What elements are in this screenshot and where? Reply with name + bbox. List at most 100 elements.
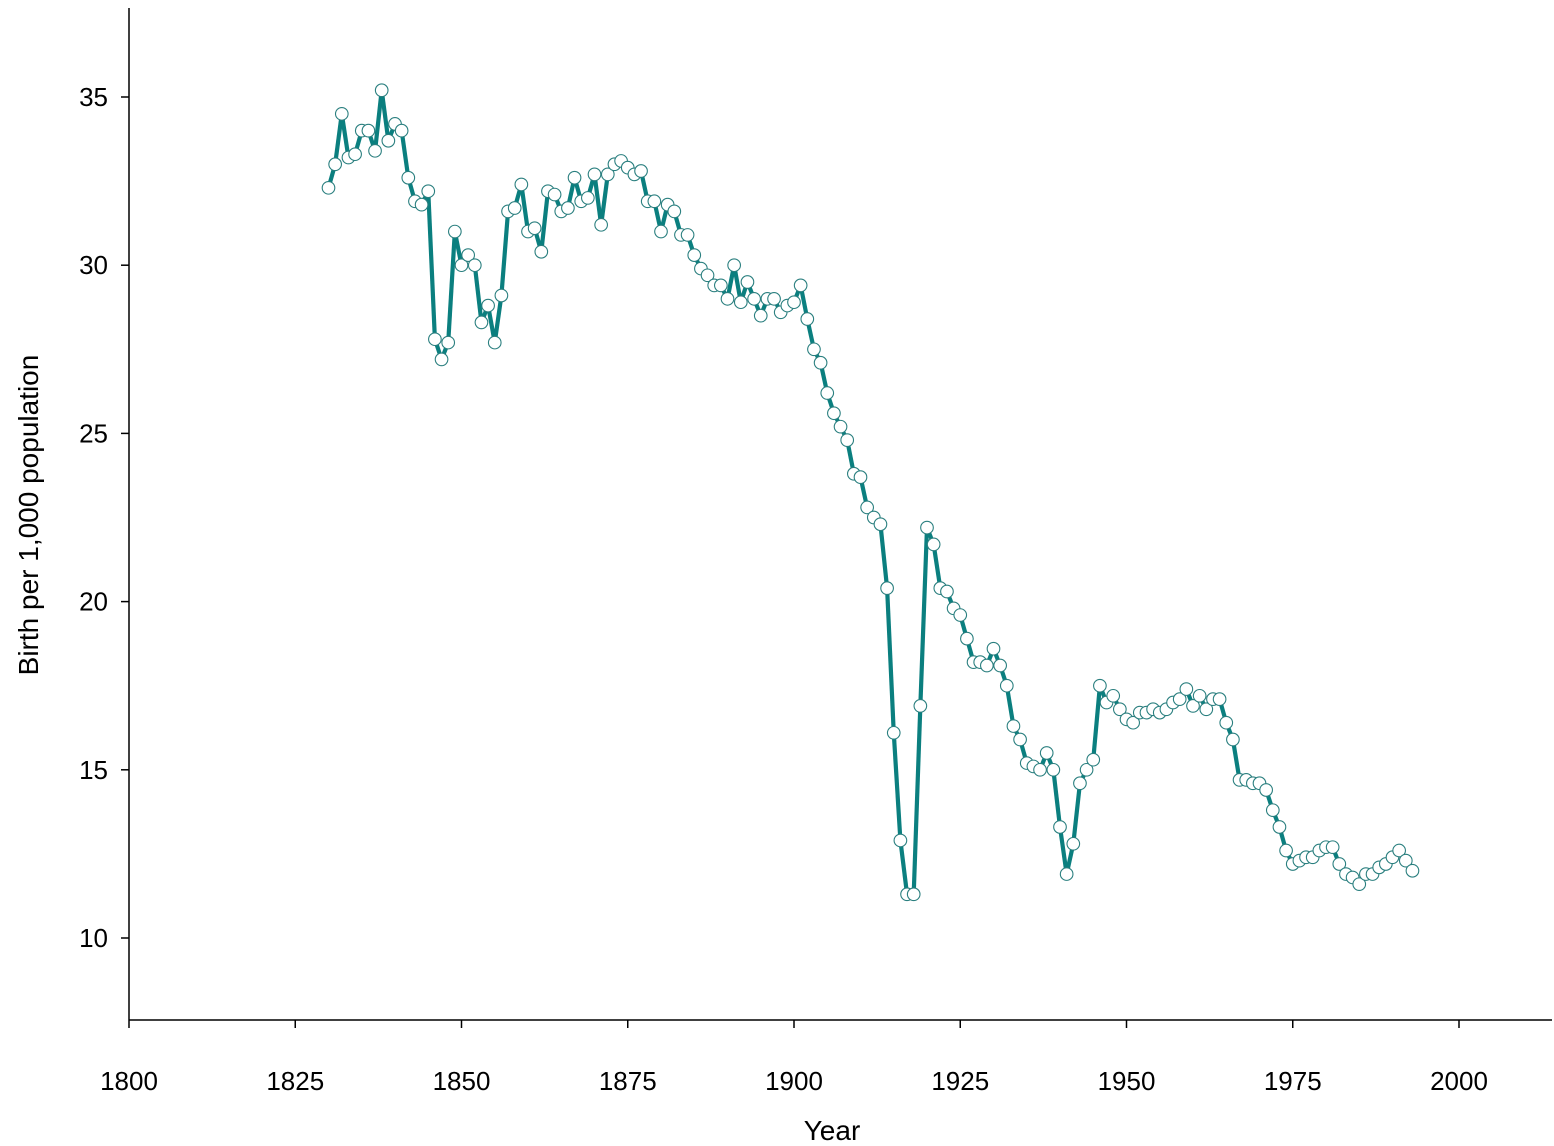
data-point: [1405, 863, 1420, 878]
data-point: [1006, 719, 1021, 733]
x-tick-label: 1800: [100, 1066, 158, 1096]
y-ticks: 10 15 20 25 30 35: [79, 82, 129, 953]
data-point: [414, 197, 429, 212]
data-point: [1106, 688, 1121, 703]
trend-segment: [918, 527, 930, 706]
data-point: [807, 342, 821, 357]
data-point: [747, 291, 761, 306]
data-point: [1352, 877, 1367, 892]
y-axis-title: Birth per 1,000 population: [13, 355, 44, 676]
data-point: [700, 268, 715, 283]
data-point: [547, 187, 562, 202]
y-tick-label: 35: [79, 82, 108, 112]
data-point: [507, 201, 522, 215]
data-point: [999, 678, 1014, 693]
data-point: [926, 537, 941, 552]
data-point: [833, 419, 848, 434]
data-point: [600, 167, 615, 182]
axes: [128, 8, 1552, 1021]
data-point: [893, 833, 908, 848]
data-point: [1059, 867, 1074, 881]
x-tick-label: 1875: [599, 1066, 657, 1096]
data-point: [1259, 783, 1273, 797]
data-point: [1172, 692, 1187, 707]
y-tick-label: 25: [79, 418, 108, 448]
data-point: [793, 278, 808, 293]
data-point: [687, 248, 702, 262]
y-tick-label: 30: [79, 250, 108, 280]
data-point: [940, 584, 954, 599]
trend-segment: [1051, 769, 1063, 828]
data-point: [1199, 702, 1214, 717]
data-point: [1093, 678, 1107, 693]
data-point: [421, 184, 436, 199]
data-point: [434, 352, 449, 367]
x-ticks: 1800 1825 1850 1875 1900 1925 1950 1975 2000: [100, 1020, 1488, 1096]
data-point: [394, 123, 409, 138]
data-point: [853, 470, 868, 484]
data-point: [334, 106, 349, 121]
data-point: [361, 123, 376, 138]
data-point: [787, 295, 801, 310]
data-point: [1013, 732, 1027, 747]
data-point: [487, 335, 502, 350]
trend-segment: [931, 544, 943, 589]
trend-segment: [519, 184, 531, 232]
x-tick-label: 1925: [931, 1066, 989, 1096]
trend-segment: [472, 264, 484, 323]
data-point: [800, 312, 815, 326]
trend-segment: [499, 211, 511, 296]
data-point: [1033, 762, 1047, 777]
data-point: [873, 517, 888, 532]
x-tick-label: 1950: [1098, 1066, 1156, 1096]
data-point: [880, 581, 894, 595]
data-point: [494, 288, 509, 303]
data-point: [1332, 857, 1347, 871]
data-point: [1126, 715, 1140, 730]
data-point: [813, 355, 828, 370]
data-point: [1392, 843, 1406, 858]
data-point: [654, 224, 668, 239]
data-point: [1265, 803, 1280, 818]
data-point: [587, 167, 602, 182]
data-point: [348, 147, 362, 162]
data-point: [680, 228, 695, 242]
y-tick-label: 10: [79, 923, 108, 953]
y-tick-label: 20: [79, 587, 108, 617]
data-point: [1112, 702, 1127, 717]
data-point: [634, 164, 648, 178]
trend-segment: [446, 231, 457, 343]
data-point: [561, 201, 575, 215]
data-point: [461, 248, 476, 262]
trend-segment: [426, 191, 437, 340]
data-point: [474, 315, 489, 330]
data-point: [368, 143, 382, 158]
data-point: [920, 520, 934, 535]
x-tick-label: 1975: [1264, 1066, 1322, 1096]
x-tick-label: 1850: [433, 1066, 491, 1096]
x-tick-label: 1900: [765, 1066, 823, 1096]
data-point: [514, 177, 529, 192]
data-point: [820, 386, 835, 400]
data-point: [886, 725, 901, 740]
data-point: [1398, 853, 1413, 868]
trend-segment: [885, 588, 896, 733]
data-point: [1039, 746, 1054, 760]
data-point: [1325, 840, 1340, 855]
data-point: [1279, 843, 1293, 858]
data-point: [454, 258, 469, 273]
data-point: [647, 194, 662, 209]
trend-segment: [339, 113, 351, 158]
data-point: [1272, 820, 1287, 834]
trend-segment: [878, 524, 890, 589]
data-point: [906, 887, 921, 902]
trend-segment: [492, 295, 504, 343]
data-point: [580, 191, 595, 205]
data-point: [986, 641, 1001, 656]
data-point: [1053, 820, 1067, 834]
trend-segment: [379, 89, 391, 142]
data-point: [567, 170, 582, 185]
data-point: [993, 658, 1008, 673]
trend-segment: [1057, 826, 1069, 875]
